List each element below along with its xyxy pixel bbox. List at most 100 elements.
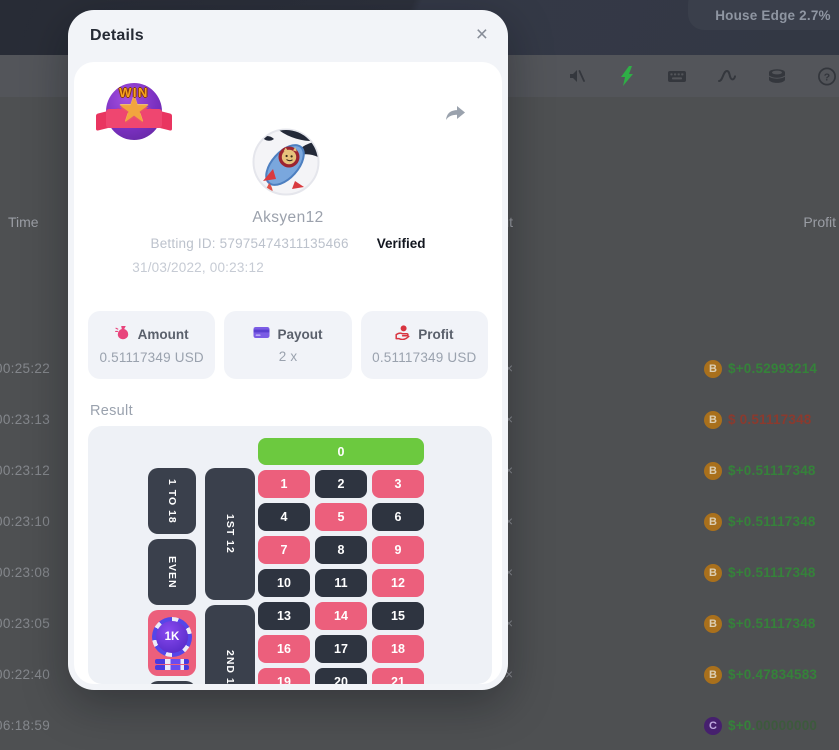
stat-card-amount: Amount 0.51117349 USD [88,311,216,379]
roulette-number-15: 15 [372,602,424,630]
roulette-number-11: 11 [315,569,367,597]
roulette-number-21: 21 [372,668,424,684]
close-icon[interactable]: × [475,23,488,46]
bitcoin-icon: B [704,563,722,582]
modal-title: Details [90,27,144,44]
chips-icon[interactable] [767,66,787,86]
handcoin-icon [395,325,411,343]
payout-multiplier: × [505,616,513,631]
payout-multiplier: × [505,361,513,376]
roulette-number-9: 9 [372,536,424,564]
roulette-number-6: 6 [372,503,424,531]
dozen-bet-1: 1ST 12 [205,468,255,600]
profit-cell: B $+0.47834583 [691,649,839,700]
card-icon [253,326,270,342]
profit-value: $+0.52993214 [728,361,818,376]
stat-value: 0.51117349 USD [99,350,204,365]
bitcoin-icon: B [704,359,722,378]
profit-value: $ 0.51117348 [728,412,812,427]
outside-bet-red: 1K [148,610,196,676]
share-icon[interactable] [443,102,467,124]
bitcoin-icon: B [704,461,722,480]
help-icon[interactable]: ? [817,66,837,86]
outside-bet-even: EVEN [148,539,196,605]
moneybag-icon [114,325,131,343]
profit-cell: C $+0.00000000 [691,700,839,750]
avatar [252,128,320,196]
payout-multiplier: × [505,667,513,682]
profit-cell: B $+0.51117348 [691,496,839,547]
username: Aksyen12 [252,209,324,226]
payout-multiplier: × [505,514,513,529]
bet-time: 00:23:05 [0,616,50,631]
betting-id-row: Betting ID: 57975474311135466 Verified [74,236,502,251]
profit-value: $+0.51117348 [728,514,816,529]
sound-icon[interactable] [567,66,587,86]
bitcoin-icon: B [704,512,722,531]
dozen-bet-label: 2ND 12 [224,650,236,684]
stat-card-payout: Payout 2 x [224,311,352,379]
trends-icon[interactable] [717,66,737,86]
details-modal: Details × ★ WIN [68,10,508,690]
bet-time: 06:18:59 [0,718,50,733]
table-row: 00:23:13 × B $ 0.51117348 [0,394,839,445]
stat-value: 0.51117349 USD [372,350,477,365]
roulette-number-3: 3 [372,470,424,498]
verified-badge: Verified [376,236,426,251]
bet-date: 31/03/2022, 00:23:12 [132,260,264,275]
profit-cell: B $ 0.51117348 [691,394,839,445]
stat-label: Amount [137,326,189,342]
outside-bet-label: 1 TO 18 [166,478,178,524]
stat-label: Payout [277,326,323,342]
profit-value: $+0.51117348 [728,463,816,478]
bet-time: 00:25:22 [0,361,50,376]
stats-row: Amount 0.51117349 USD Payout 2 x [88,311,488,379]
table-row: 00:23:08 × B $+0.51117348 [0,547,839,598]
roulette-number-10: 10 [258,569,310,597]
stat-label: Profit [418,326,454,342]
c-coin-icon: C [704,716,722,735]
payout-multiplier: × [505,463,513,478]
stat-card-profit: Profit 0.51117349 USD [360,311,488,379]
bet-chip: 1K [152,617,192,670]
result-label: Result [90,403,133,419]
profit-cell: B $+0.51117348 [691,598,839,649]
roulette-number-5: 5 [315,503,367,531]
bitcoin-icon: B [704,665,722,684]
dozen-bet-2: 2ND 12 [205,605,255,684]
house-edge-badge: House Edge 2.7% [688,0,839,30]
outside-bet-black [148,681,196,684]
bitcoin-icon: B [704,410,722,429]
bet-time: 00:22:40 [0,667,50,682]
win-badge-icon: ★ WIN [96,80,172,150]
svg-text:?: ? [824,72,830,83]
betting-id: Betting ID: 57975474311135466 [150,236,349,251]
profit-value: $+0.51117348 [728,565,816,580]
lightning-icon[interactable] [617,66,637,86]
table-row: 00:23:05 × B $+0.51117348 [0,598,839,649]
table-row: 00:23:12 × B $+0.51117348 [0,445,839,496]
stat-value: 2 x [278,349,298,364]
table-row: 00:23:10 × B $+0.51117348 [0,496,839,547]
profit-value: $+0.47834583 [728,667,818,682]
roulette-number-14: 14 [315,602,367,630]
outside-bet-1-to-18: 1 TO 18 [148,468,196,534]
bet-time: 00:23:10 [0,514,50,529]
profit-cell: B $+0.52993214 [691,343,839,394]
profit-cell: B $+0.51117348 [691,445,839,496]
roulette-number-18: 18 [372,635,424,663]
roulette-number-4: 4 [258,503,310,531]
win-badge-label: WIN [119,85,149,100]
roulette-number-1: 1 [258,470,310,498]
bet-time: 00:23:08 [0,565,50,580]
star-icon: ★ [116,89,152,131]
payout-multiplier: × [505,412,513,427]
profit-value: $+0.51117348 [728,616,816,631]
profit-value: $+0.00000000 [728,718,818,733]
roulette-number-20: 20 [315,668,367,684]
roulette-number-12: 12 [372,569,424,597]
keyboard-icon[interactable] [667,66,687,86]
